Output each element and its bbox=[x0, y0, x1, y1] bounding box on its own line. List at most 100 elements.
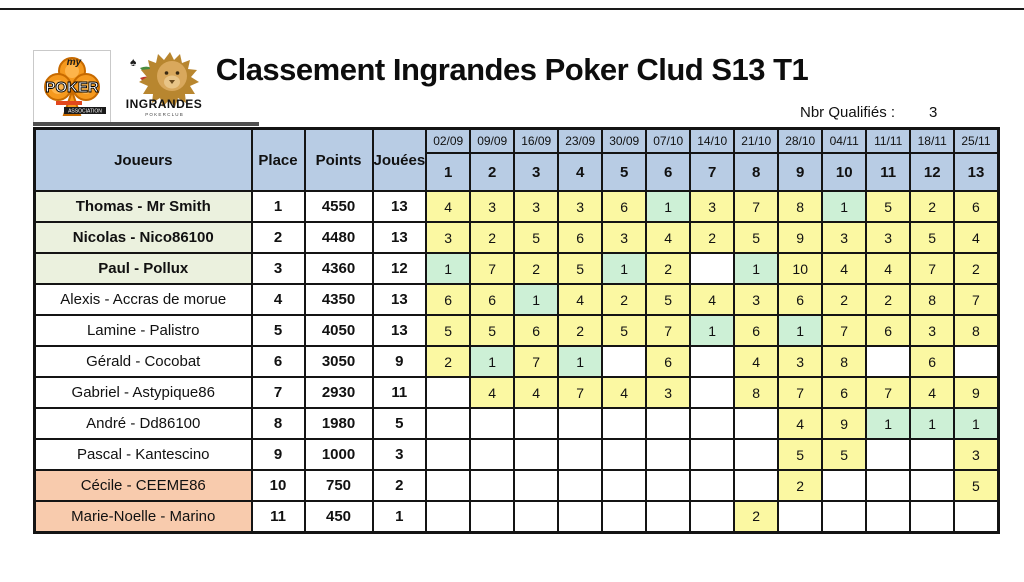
score-cell: 9 bbox=[777, 221, 824, 254]
date-header-02-09: 02/09 bbox=[425, 127, 472, 154]
score-cell: 4 bbox=[689, 283, 736, 316]
score-cell: 1 bbox=[645, 190, 692, 223]
score-cell: 2 bbox=[425, 345, 472, 378]
score-cell-empty bbox=[513, 469, 560, 502]
round-header-1: 1 bbox=[425, 152, 472, 192]
round-header-2: 2 bbox=[469, 152, 516, 192]
player-played-cell: 2 bbox=[371, 469, 428, 502]
date-header-04-11: 04/11 bbox=[821, 127, 868, 154]
score-cell-empty bbox=[469, 469, 516, 502]
player-name-cell: Nicolas - Nico86100 bbox=[33, 221, 253, 254]
player-played-cell: 9 bbox=[371, 345, 428, 378]
score-cell-empty bbox=[865, 438, 912, 471]
column-header-jouees: Jouées bbox=[371, 127, 428, 192]
score-cell-empty bbox=[689, 345, 736, 378]
score-cell: 6 bbox=[425, 283, 472, 316]
svg-text:my: my bbox=[67, 57, 82, 68]
score-cell-empty bbox=[601, 438, 648, 471]
score-cell: 3 bbox=[733, 283, 780, 316]
player-place-cell: 7 bbox=[250, 376, 306, 409]
score-cell: 5 bbox=[777, 438, 824, 471]
round-header-3: 3 bbox=[513, 152, 560, 192]
score-cell: 1 bbox=[909, 407, 956, 440]
player-place-cell: 9 bbox=[250, 438, 306, 471]
date-header-row: Joueurs Place Points Jouées 02/09 09/09 16… bbox=[33, 127, 1000, 192]
player-place-cell: 8 bbox=[250, 407, 306, 440]
score-cell-empty bbox=[953, 345, 1000, 378]
score-cell: 1 bbox=[865, 407, 912, 440]
player-place-cell: 1 bbox=[250, 190, 306, 223]
score-cell-empty bbox=[513, 407, 560, 440]
score-cell-empty bbox=[865, 469, 912, 502]
score-cell: 2 bbox=[821, 283, 868, 316]
date-header-18-11: 18/11 bbox=[909, 127, 956, 154]
score-cell-empty bbox=[645, 407, 692, 440]
score-cell: 1 bbox=[601, 252, 648, 285]
score-cell: 6 bbox=[777, 283, 824, 316]
score-cell-empty bbox=[909, 438, 956, 471]
date-header-09-09: 09/09 bbox=[469, 127, 516, 154]
score-cell: 6 bbox=[513, 314, 560, 347]
player-row: Marie-Noelle - Marino 11 450 1 2 bbox=[33, 500, 1000, 533]
score-cell: 4 bbox=[645, 221, 692, 254]
round-header-4: 4 bbox=[557, 152, 604, 192]
score-cell-empty bbox=[733, 469, 780, 502]
score-cell: 2 bbox=[777, 469, 824, 502]
score-cell: 9 bbox=[953, 376, 1000, 409]
score-cell: 7 bbox=[953, 283, 1000, 316]
score-cell: 4 bbox=[865, 252, 912, 285]
score-cell: 1 bbox=[557, 345, 604, 378]
player-place-cell: 11 bbox=[250, 500, 306, 533]
score-cell: 3 bbox=[777, 345, 824, 378]
score-cell-empty bbox=[425, 376, 472, 409]
score-cell-empty bbox=[557, 500, 604, 533]
round-header-10: 10 bbox=[821, 152, 868, 192]
date-header-30-09: 30/09 bbox=[601, 127, 648, 154]
score-cell: 3 bbox=[821, 221, 868, 254]
score-cell: 8 bbox=[777, 190, 824, 223]
player-name-cell: Lamine - Palistro bbox=[33, 314, 253, 347]
score-cell-empty bbox=[513, 438, 560, 471]
date-header-11-11: 11/11 bbox=[865, 127, 912, 154]
score-cell: 3 bbox=[645, 376, 692, 409]
player-place-cell: 6 bbox=[250, 345, 306, 378]
score-cell: 1 bbox=[513, 283, 560, 316]
score-cell: 7 bbox=[645, 314, 692, 347]
score-cell-empty bbox=[689, 376, 736, 409]
top-divider-line bbox=[0, 8, 1024, 10]
player-row: Lamine - Palistro 5 4050 13 5 5 6 2 5 7 1 6 1 7 6 3 8 bbox=[33, 314, 1000, 347]
score-cell: 7 bbox=[733, 190, 780, 223]
score-cell-empty bbox=[689, 500, 736, 533]
score-cell: 2 bbox=[689, 221, 736, 254]
player-name-cell: Gérald - Cocobat bbox=[33, 345, 253, 378]
score-cell: 1 bbox=[469, 345, 516, 378]
player-row: Thomas - Mr Smith 1 4550 13 4 3 3 3 6 1 3 7 8 1 5 2 6 bbox=[33, 190, 1000, 223]
player-points-cell: 4480 bbox=[303, 221, 374, 254]
player-played-cell: 11 bbox=[371, 376, 428, 409]
lion-icon: ♠ INGRANDES P O K E R C L U B bbox=[126, 52, 202, 117]
score-cell: 4 bbox=[601, 376, 648, 409]
score-cell: 9 bbox=[821, 407, 868, 440]
score-cell: 7 bbox=[865, 376, 912, 409]
score-cell-empty bbox=[557, 407, 604, 440]
player-place-cell: 10 bbox=[250, 469, 306, 502]
ranking-table: Joueurs Place Points Jouées 02/09 09/09 16… bbox=[33, 127, 1000, 534]
player-points-cell: 2930 bbox=[303, 376, 374, 409]
player-points-cell: 3050 bbox=[303, 345, 374, 378]
score-cell: 2 bbox=[557, 314, 604, 347]
score-cell: 5 bbox=[645, 283, 692, 316]
score-cell-empty bbox=[425, 438, 472, 471]
round-header-13: 13 bbox=[953, 152, 1000, 192]
player-row: Cécile - CEEME86 10 750 2 2 5 bbox=[33, 469, 1000, 502]
score-cell: 6 bbox=[865, 314, 912, 347]
player-row: Gérald - Cocobat 6 3050 9 2 1 7 1 6 4 3 8 6 bbox=[33, 345, 1000, 378]
player-name-cell: Marie-Noelle - Marino bbox=[33, 500, 253, 533]
score-cell: 5 bbox=[469, 314, 516, 347]
score-cell: 8 bbox=[733, 376, 780, 409]
score-cell: 5 bbox=[425, 314, 472, 347]
score-cell: 5 bbox=[865, 190, 912, 223]
score-cell: 2 bbox=[953, 252, 1000, 285]
score-cell: 2 bbox=[645, 252, 692, 285]
score-cell: 1 bbox=[689, 314, 736, 347]
score-cell-empty bbox=[557, 469, 604, 502]
